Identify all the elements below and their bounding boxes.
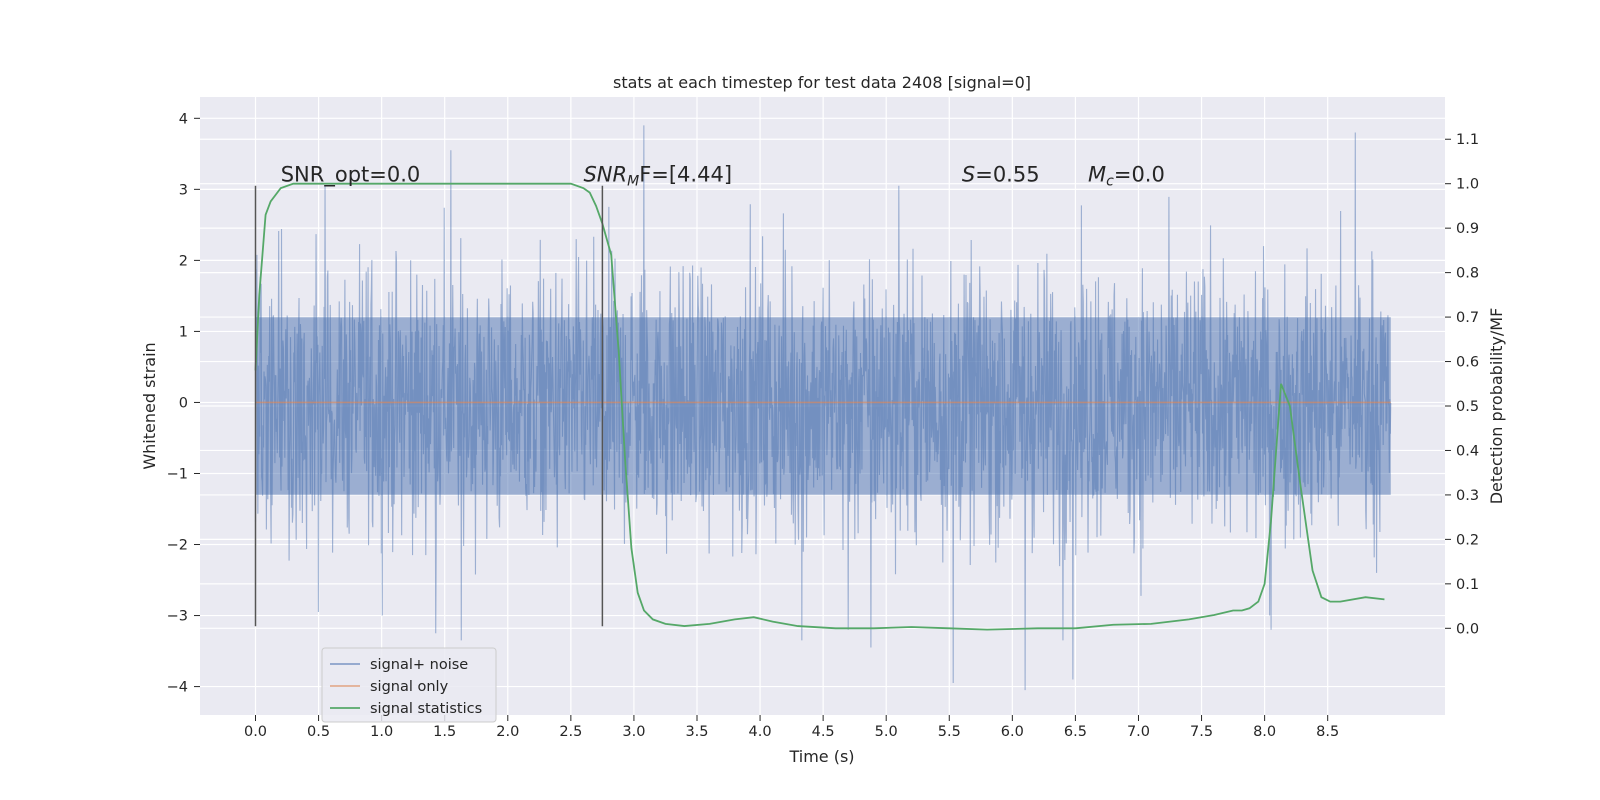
x-tick-label: 2.0	[496, 724, 519, 740]
y2-tick-label: 1.0	[1456, 177, 1479, 193]
chart-title: stats at each timestep for test data 240…	[613, 73, 1031, 92]
y-tick-label: 1	[179, 324, 188, 340]
x-tick-label: 5.5	[938, 724, 961, 740]
y2-tick-label: 0.3	[1456, 488, 1479, 504]
y-tick-label: −3	[167, 609, 188, 625]
x-tick-label: 6.0	[1001, 724, 1024, 740]
annotation-snr-opt: SNR_opt=0.0	[281, 163, 421, 188]
y-tick-label: 0	[179, 395, 188, 411]
x-tick-label: 3.0	[622, 724, 645, 740]
legend: signal+ noise signal only signal statist…	[321, 647, 497, 723]
x-tick-label: 4.0	[749, 724, 772, 740]
annotations: SNR_opt=0.0 SNRMF=[4.44] S=0.55 Mc=0.0	[281, 163, 1165, 190]
y-tick-label: 3	[179, 182, 188, 198]
y2-tick-label: 0.9	[1456, 221, 1479, 237]
legend-label-signal-plus-noise: signal+ noise	[370, 657, 468, 673]
y-axis-label: Whitened strain	[140, 342, 159, 469]
y-tick-label: 4	[179, 111, 188, 127]
x-tick-label: 0.0	[244, 724, 267, 740]
x-tick-label: 3.5	[685, 724, 708, 740]
x-tick-label: 1.5	[433, 724, 456, 740]
x-tick-label: 0.5	[307, 724, 330, 740]
annotation-part: M	[627, 174, 639, 190]
x-tick-label: 4.5	[812, 724, 835, 740]
legend-frame	[321, 647, 497, 723]
annotation-part: SNR_opt=0.0	[281, 163, 421, 188]
annotation-part: c	[1106, 174, 1114, 190]
x-tick-label: 8.0	[1253, 724, 1276, 740]
annotation-part: =0.0	[1114, 163, 1165, 187]
legend-label-signal-statistics: signal statistics	[370, 701, 482, 717]
y-tick-label: 2	[179, 253, 188, 269]
y2-tick-label: 0.1	[1456, 577, 1479, 593]
vertical-markers	[254, 185, 604, 627]
legend-label-signal-only: signal only	[370, 679, 449, 695]
series-signal-statistics	[254, 182, 1385, 631]
y2-tick-label: 0.0	[1456, 621, 1479, 637]
y2-tick-label: 0.5	[1456, 399, 1479, 415]
annotation-mc-value: Mc=0.0	[1088, 163, 1165, 190]
x-tick-label: 6.5	[1064, 724, 1087, 740]
y2-tick-label: 0.8	[1456, 266, 1479, 282]
line-layer	[254, 182, 1391, 631]
annotation-part: =0.55	[975, 163, 1039, 187]
y2-tick-label: 0.7	[1456, 310, 1479, 326]
x-axis-label: Time (s)	[788, 747, 854, 766]
annotation-part: S	[962, 163, 975, 187]
x-tick-label: 8.5	[1316, 724, 1339, 740]
y2-tick-label: 0.2	[1456, 532, 1479, 548]
annotation-part: F=[4.44]	[639, 163, 732, 187]
x-tick-label: 7.0	[1127, 724, 1150, 740]
series-signal-plus-noise	[254, 125, 1392, 691]
annotation-snr-mf: SNRMF=[4.44]	[583, 163, 732, 190]
annotation-part: SNR	[583, 163, 627, 187]
x-tick-label: 2.5	[559, 724, 582, 740]
y2-tick-label: 0.4	[1456, 443, 1479, 459]
y-tick-label: −4	[167, 680, 188, 696]
noise-core-band	[255, 317, 1391, 495]
y2-tick-label: 1.1	[1456, 132, 1479, 148]
annotation-s-value: S=0.55	[962, 163, 1040, 187]
y2-axis-label: Detection probability/MF	[1487, 308, 1506, 505]
x-tick-label: 5.0	[875, 724, 898, 740]
x-tick-label: 1.0	[370, 724, 393, 740]
annotation-part: M	[1088, 163, 1106, 187]
x-tick-label: 7.5	[1190, 724, 1213, 740]
y-tick-label: −2	[167, 538, 188, 554]
y2-tick-label: 0.6	[1456, 355, 1479, 371]
tick-marks: 0.0 0.5 1.0 1.5 2.0 2.5 3.0 3.5 4.0 4.5 5.0 5.5 6.0 6…	[167, 111, 1479, 740]
y-tick-label: −1	[167, 466, 188, 482]
